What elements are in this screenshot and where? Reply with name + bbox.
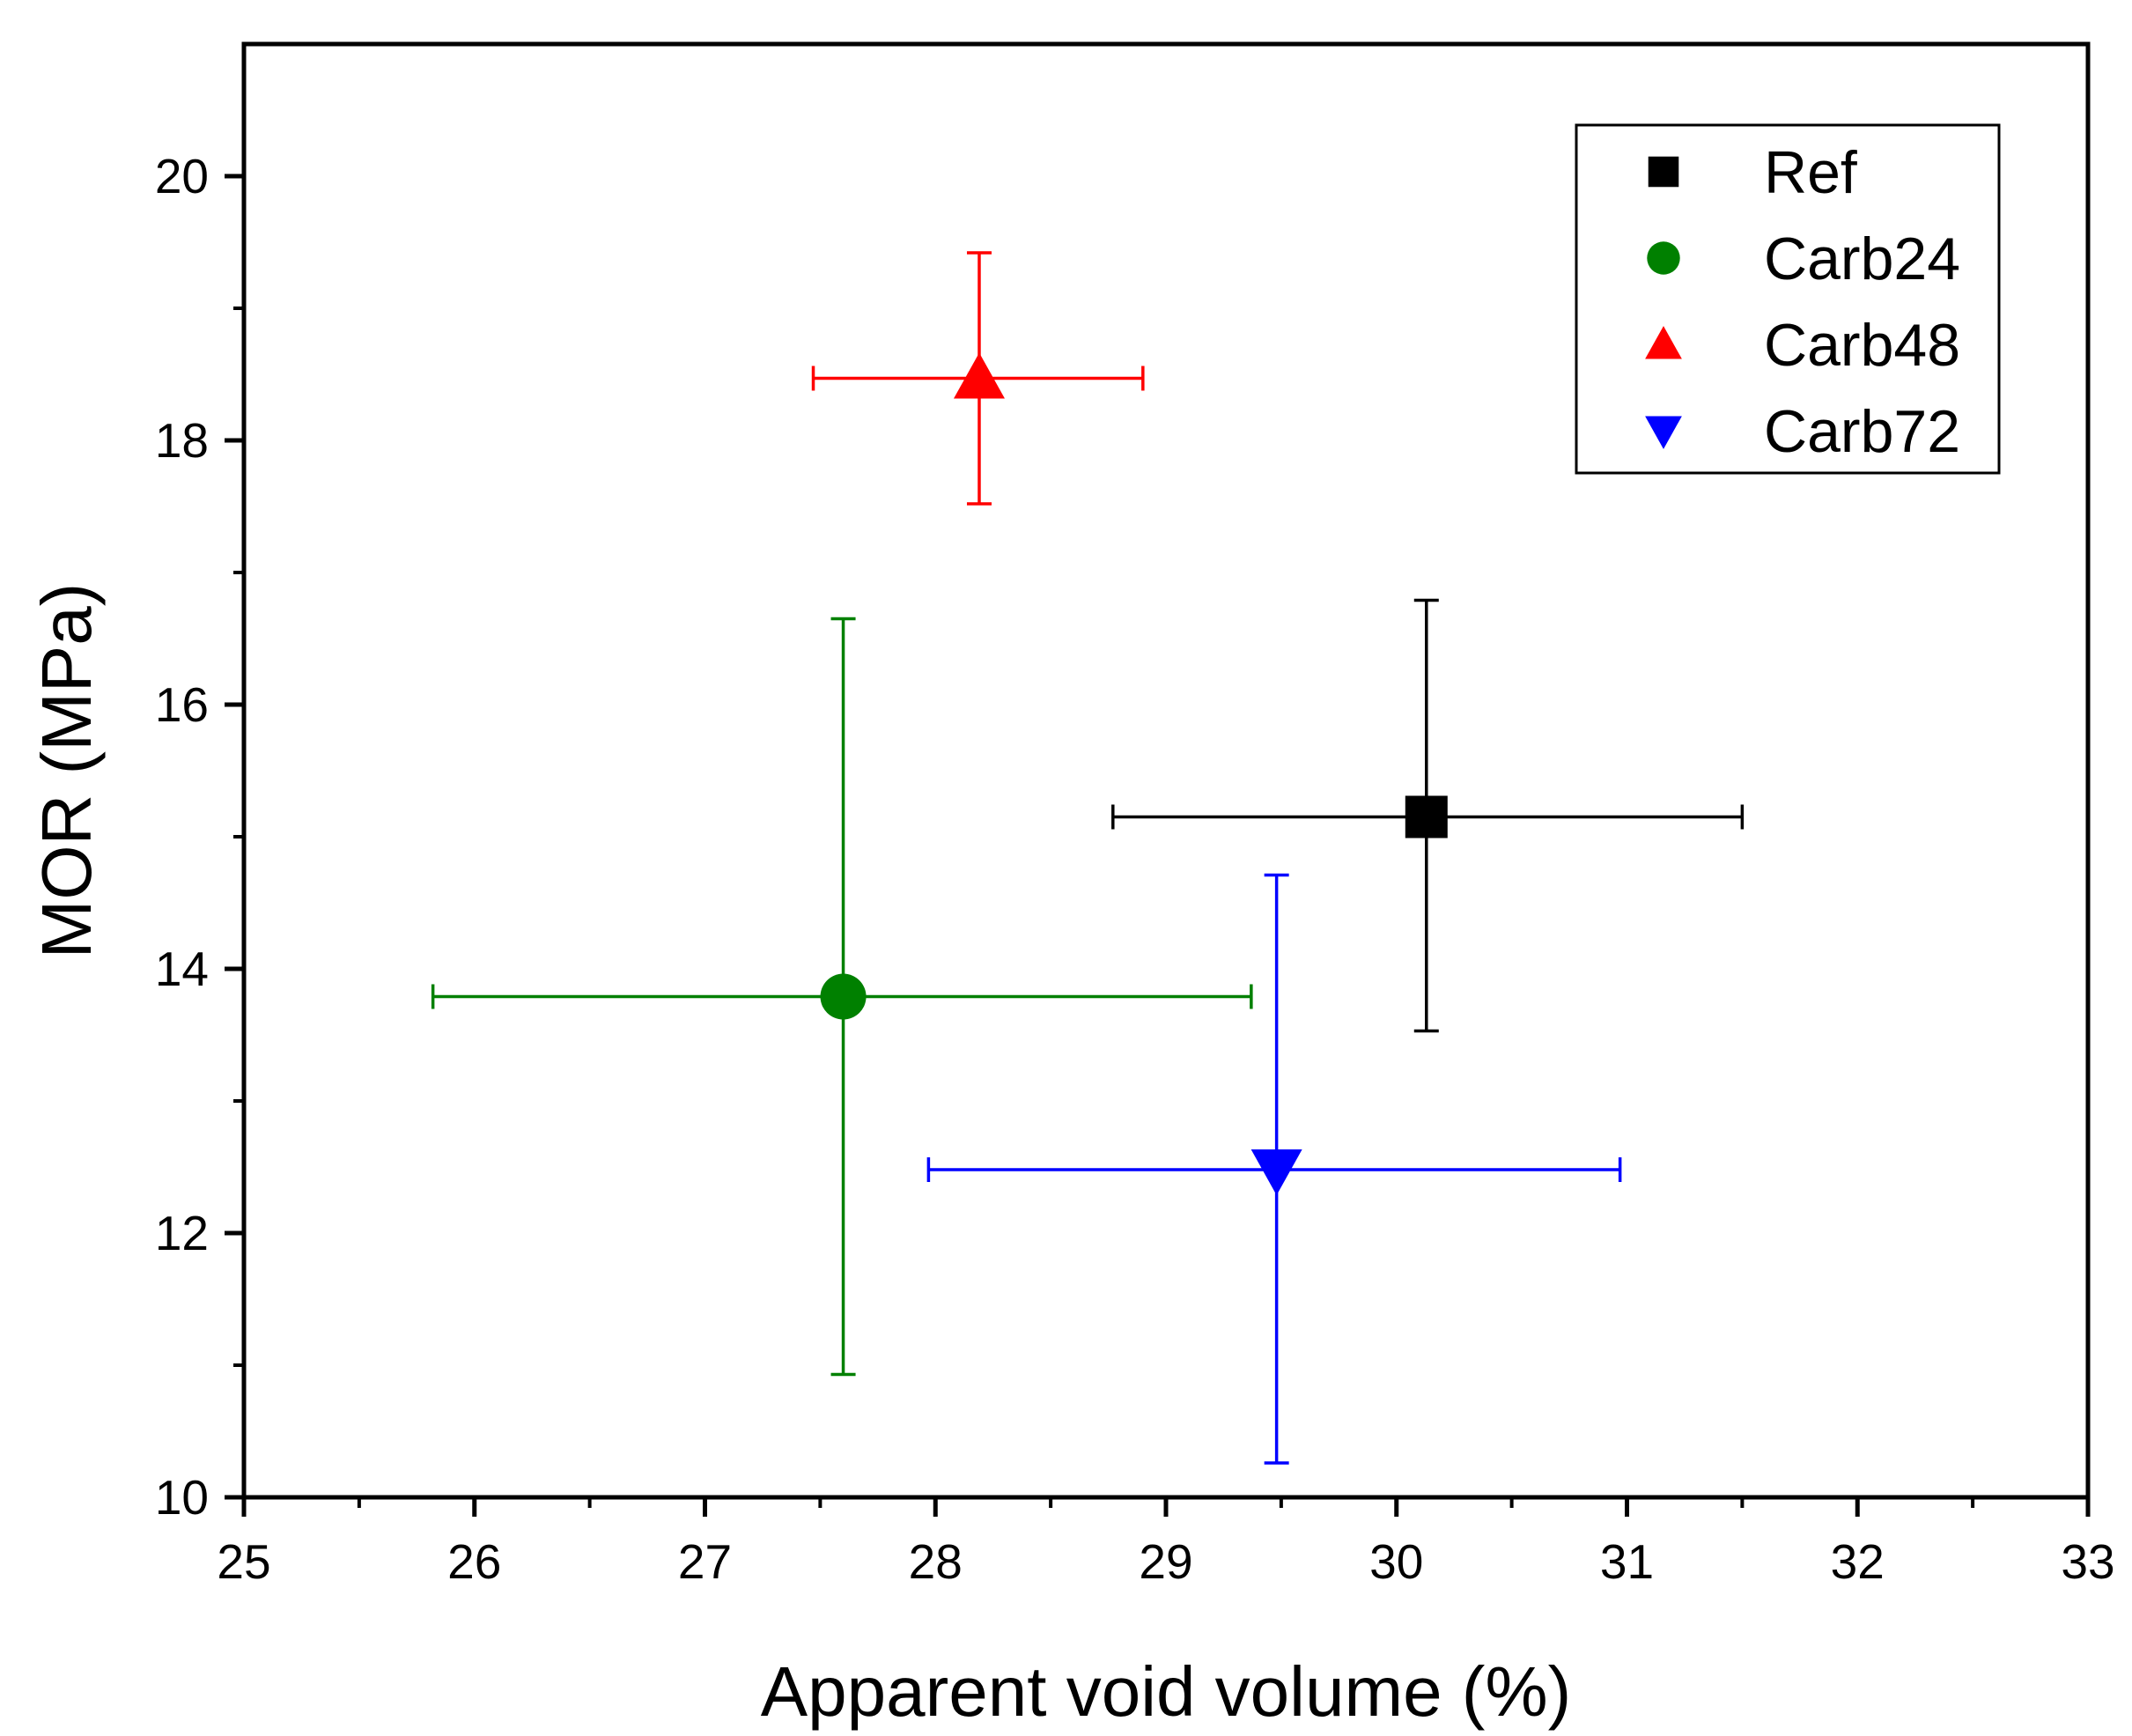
y-tick-label: 14	[155, 942, 209, 996]
series-ref	[1111, 598, 1745, 1033]
x-axis-label: Apparent void volume (%)	[761, 1652, 1571, 1731]
legend-label-carb72: Carb72	[1764, 398, 1960, 465]
x-tick-label: 28	[909, 1534, 963, 1589]
legend-item-carb48: Carb48	[1645, 312, 1960, 379]
legend-marker-carb24	[1647, 241, 1680, 275]
legend-item-carb24: Carb24	[1647, 225, 1960, 292]
series-carb24	[431, 617, 1253, 1377]
legend: Ref Carb24 Carb48 Carb72	[1575, 123, 2001, 475]
y-tick-label: 16	[155, 677, 209, 732]
legend-box	[1575, 123, 2001, 475]
legend-item-ref: Ref	[1648, 139, 1857, 206]
series-carb48	[811, 251, 1145, 506]
series-carb72	[926, 873, 1622, 1465]
legend-label-carb48: Carb48	[1764, 312, 1960, 379]
legend-label-carb24: Carb24	[1764, 225, 1960, 292]
legend-marker-carb48	[1645, 326, 1682, 359]
y-tick-label: 18	[155, 413, 209, 468]
x-tick-label: 29	[1139, 1534, 1192, 1589]
x-tick-label: 30	[1369, 1534, 1423, 1589]
x-tick-label: 33	[2061, 1534, 2114, 1589]
y-axis-label: MOR (MPa)	[27, 583, 106, 959]
x-tick-label: 26	[447, 1534, 501, 1589]
carb24-data-point	[820, 973, 867, 1020]
legend-marker-carb72	[1645, 416, 1682, 449]
x-tick-label: 27	[678, 1534, 732, 1589]
legend-label-ref: Ref	[1764, 139, 1857, 206]
x-tick-label: 25	[217, 1534, 270, 1589]
legend-marker-ref	[1648, 156, 1679, 188]
y-tick-label: 12	[155, 1206, 209, 1260]
x-tick-label: 32	[1831, 1534, 1885, 1589]
ref-data-point	[1405, 795, 1448, 838]
x-tick-label: 31	[1600, 1534, 1654, 1589]
legend-item-carb72: Carb72	[1645, 398, 1960, 465]
carb48-data-point	[953, 352, 1005, 399]
y-tick-label: 20	[155, 149, 209, 203]
plot-frame	[241, 41, 2091, 1500]
y-tick-label: 10	[155, 1470, 209, 1525]
carb72-data-point	[1250, 1149, 1302, 1195]
